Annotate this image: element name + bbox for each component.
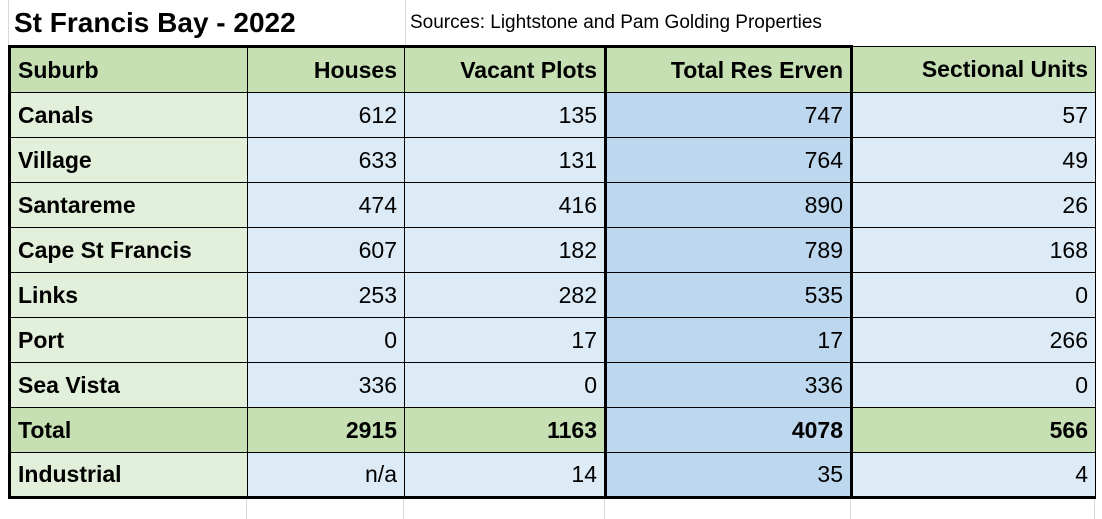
value-cell[interactable]: 890 — [604, 182, 853, 228]
value-cell[interactable]: 607 — [247, 227, 405, 273]
value-cell[interactable]: 266 — [851, 317, 1096, 363]
title-row: St Francis Bay - 2022 Sources: Lightston… — [0, 0, 1102, 45]
value-cell[interactable]: 14 — [404, 452, 606, 499]
value-cell[interactable]: n/a — [247, 452, 405, 499]
value-cell[interactable]: 336 — [604, 362, 853, 408]
value-cell[interactable]: 764 — [604, 137, 853, 183]
suburb-cell[interactable]: Port — [8, 317, 248, 363]
value-cell[interactable]: 747 — [604, 92, 853, 138]
value-cell[interactable]: 0 — [247, 317, 405, 363]
sources-note: Sources: Lightstone and Pam Golding Prop… — [410, 11, 822, 33]
table-row: Cape St Francis 607 182 789 168 — [8, 227, 1096, 273]
page-title: St Francis Bay - 2022 — [14, 6, 296, 38]
value-cell[interactable]: 0 — [851, 362, 1096, 408]
gridline — [604, 498, 605, 519]
value-cell[interactable]: 1163 — [404, 407, 606, 453]
value-cell[interactable]: 131 — [404, 137, 606, 183]
column-header-vacant-plots[interactable]: Vacant Plots — [404, 45, 606, 93]
gridline — [8, 0, 9, 45]
value-cell[interactable]: 4078 — [604, 407, 853, 453]
value-cell[interactable]: 17 — [604, 317, 853, 363]
value-cell[interactable]: 135 — [404, 92, 606, 138]
column-header-houses[interactable]: Houses — [247, 45, 405, 93]
table-row: Port 0 17 17 266 — [8, 317, 1096, 363]
gridline — [405, 0, 406, 45]
suburb-cell[interactable]: Cape St Francis — [8, 227, 248, 273]
column-header-sectional-units[interactable]: Sectional Units — [851, 46, 1096, 93]
gridline — [850, 498, 851, 519]
table-row-total: Total 2915 1163 4078 566 — [8, 407, 1096, 453]
value-cell[interactable]: 474 — [247, 182, 405, 228]
table-row: Village 633 131 764 49 — [8, 137, 1096, 183]
suburb-cell[interactable]: Sea Vista — [8, 362, 248, 408]
suburb-cell[interactable]: Santareme — [8, 182, 248, 228]
value-cell[interactable]: 26 — [851, 182, 1096, 228]
value-cell[interactable]: 4 — [851, 452, 1096, 499]
value-cell[interactable]: 17 — [404, 317, 606, 363]
gridline — [246, 498, 247, 519]
table-row: Links 253 282 535 0 — [8, 272, 1096, 318]
value-cell[interactable]: 535 — [604, 272, 853, 318]
suburb-cell[interactable]: Total — [8, 407, 248, 453]
value-cell[interactable]: 336 — [247, 362, 405, 408]
table-row: Industrial n/a 14 35 4 — [8, 452, 1096, 499]
value-cell[interactable]: 789 — [604, 227, 853, 273]
value-cell[interactable]: 416 — [404, 182, 606, 228]
suburb-cell[interactable]: Industrial — [8, 452, 248, 499]
value-cell[interactable]: 57 — [851, 92, 1096, 138]
value-cell[interactable]: 282 — [404, 272, 606, 318]
value-cell[interactable]: 566 — [851, 407, 1096, 453]
value-cell[interactable]: 0 — [404, 362, 606, 408]
table-row: Sea Vista 336 0 336 0 — [8, 362, 1096, 408]
value-cell[interactable]: 168 — [851, 227, 1096, 273]
column-header-suburb[interactable]: Suburb — [8, 45, 248, 93]
gridline — [403, 498, 404, 519]
value-cell[interactable]: 253 — [247, 272, 405, 318]
suburb-cell[interactable]: Canals — [8, 92, 248, 138]
table-body: Canals 612 135 747 57 Village 633 131 764 49 Santa… — [8, 92, 1096, 499]
suburb-cell[interactable]: Village — [8, 137, 248, 183]
value-cell[interactable]: 182 — [404, 227, 606, 273]
column-header-total-res-erven[interactable]: Total Res Erven — [604, 45, 853, 93]
header-row: Suburb Houses Vacant Plots Total Res Erv… — [8, 45, 1096, 93]
table-header: Suburb Houses Vacant Plots Total Res Erv… — [8, 45, 1096, 93]
property-stats-table: Suburb Houses Vacant Plots Total Res Erv… — [8, 45, 1096, 499]
value-cell[interactable]: 633 — [247, 137, 405, 183]
table-row: Canals 612 135 747 57 — [8, 92, 1096, 138]
suburb-cell[interactable]: Links — [8, 272, 248, 318]
value-cell[interactable]: 0 — [851, 272, 1096, 318]
table-row: Santareme 474 416 890 26 — [8, 182, 1096, 228]
value-cell[interactable]: 612 — [247, 92, 405, 138]
value-cell[interactable]: 49 — [851, 137, 1096, 183]
gridline — [1094, 498, 1095, 519]
value-cell[interactable]: 2915 — [247, 407, 405, 453]
value-cell[interactable]: 35 — [604, 452, 853, 499]
